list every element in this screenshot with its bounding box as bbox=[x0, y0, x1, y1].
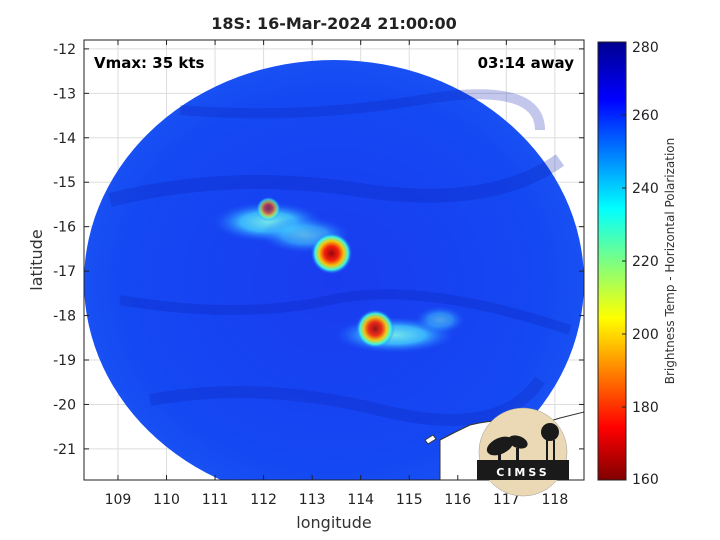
convective-band-north bbox=[256, 196, 281, 221]
colorbar-tick-label: 240 bbox=[632, 181, 659, 197]
cloud-band-east bbox=[415, 306, 465, 334]
y-tick-label: -18 bbox=[53, 309, 76, 325]
y-axis-ticks: -12 -13 -14 -15 -16 -17 -18 -19 -20 -21 bbox=[53, 42, 584, 458]
x-tick-label: 117 bbox=[493, 492, 520, 508]
y-tick-label: -20 bbox=[53, 397, 76, 413]
colorbar-tick-label: 260 bbox=[632, 108, 659, 124]
y-tick-label: -19 bbox=[53, 353, 76, 369]
x-tick-label: 110 bbox=[153, 492, 180, 508]
x-tick-label: 116 bbox=[444, 492, 471, 508]
logo-satellite-dish-icon bbox=[486, 436, 514, 456]
y-tick-label: -13 bbox=[53, 86, 76, 102]
x-tick-label: 114 bbox=[347, 492, 374, 508]
logo-water-tower-icon bbox=[541, 423, 559, 441]
colorbar-tick-label: 220 bbox=[632, 254, 659, 270]
logo-text: CIMSS bbox=[496, 466, 549, 479]
colorbar-tick-label: 160 bbox=[632, 472, 659, 488]
x-tick-label: 112 bbox=[250, 492, 277, 508]
plot-frame bbox=[83, 39, 585, 481]
x-tick-label: 109 bbox=[105, 492, 132, 508]
y-tick-label: -15 bbox=[53, 175, 76, 191]
colorbar bbox=[597, 41, 627, 481]
y-axis-label: latitude bbox=[27, 229, 46, 290]
convective-band-south bbox=[355, 309, 395, 349]
y-tick-label: -12 bbox=[53, 42, 76, 58]
y-tick-label: -14 bbox=[53, 131, 76, 147]
colorbar-tick-label: 280 bbox=[632, 40, 659, 56]
x-axis-ticks: 109 110 111 112 113 114 115 116 117 118 bbox=[105, 40, 569, 508]
x-tick-label: 118 bbox=[542, 492, 569, 508]
x-tick-label: 111 bbox=[202, 492, 229, 508]
y-tick-label: -17 bbox=[53, 264, 76, 280]
logo-banner bbox=[477, 460, 569, 480]
y-tick-label: -16 bbox=[53, 220, 76, 236]
cimss-logo: CIMSS bbox=[477, 407, 569, 497]
x-axis-label: longitude bbox=[296, 513, 371, 532]
colorbar-tick-label: 200 bbox=[632, 327, 659, 343]
x-tick-label: 115 bbox=[396, 492, 423, 508]
chart-title: 18S: 16-Mar-2024 21:00:00 bbox=[211, 14, 457, 33]
plot-content bbox=[84, 40, 584, 480]
island bbox=[424, 434, 437, 445]
colorbar-label: Brightness Temp - Horizontal Polarizatio… bbox=[663, 138, 677, 385]
vmax-annotation: Vmax: 35 kts bbox=[94, 54, 204, 72]
colorbar-tick-label: 180 bbox=[632, 400, 659, 416]
features bbox=[256, 196, 395, 349]
away-annotation: 03:14 away bbox=[478, 54, 575, 72]
swath-texture bbox=[108, 89, 572, 426]
y-tick-label: -21 bbox=[53, 442, 76, 458]
convective-core-center bbox=[310, 232, 353, 274]
x-tick-label: 113 bbox=[299, 492, 326, 508]
colorbar-ticks: 280 260 240 220 200 180 160 bbox=[622, 40, 659, 488]
